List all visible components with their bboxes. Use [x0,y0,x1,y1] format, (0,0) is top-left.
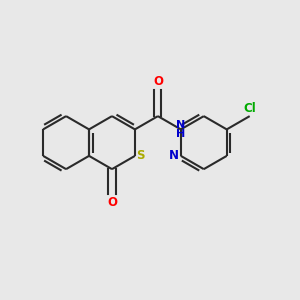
Text: O: O [153,75,163,88]
Text: O: O [107,196,117,209]
Text: Cl: Cl [243,102,256,115]
Text: N: N [169,149,178,162]
Text: S: S [136,149,145,162]
Text: N
H: N H [176,120,185,139]
